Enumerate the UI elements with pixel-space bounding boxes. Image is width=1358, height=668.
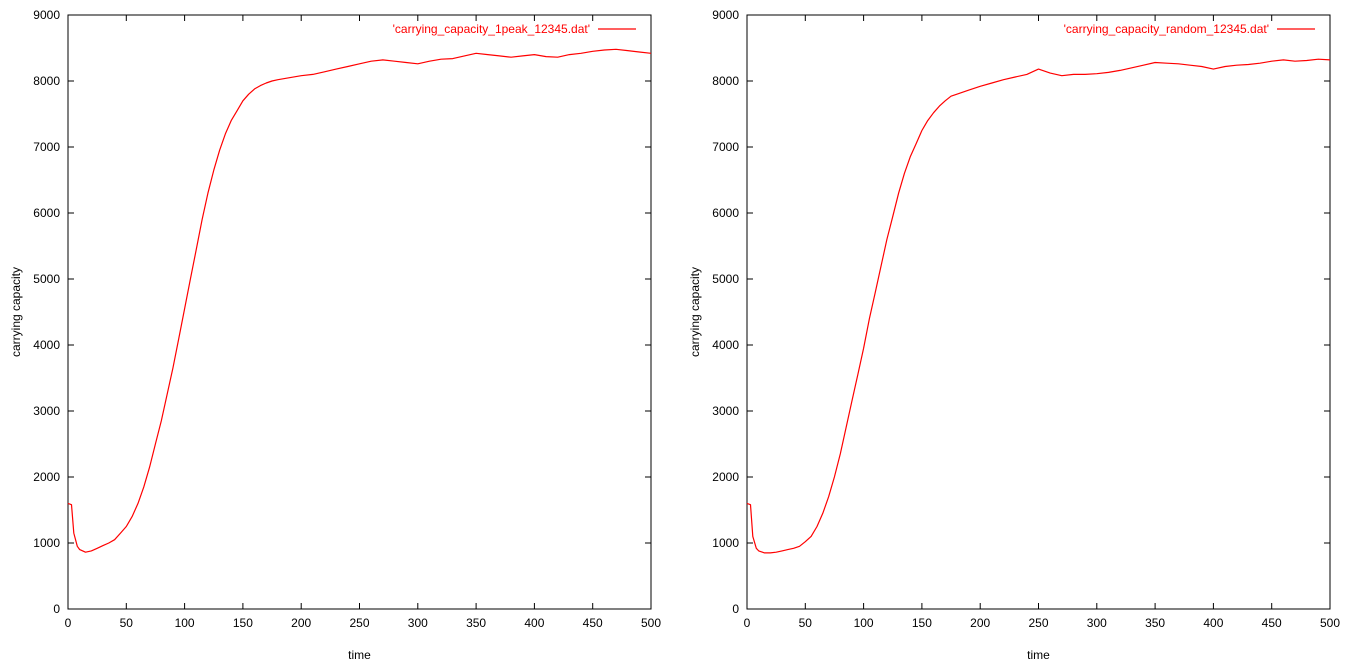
legend-label: 'carrying_capacity_1peak_12345.dat' xyxy=(393,22,590,36)
series-line-left xyxy=(67,48,652,553)
y-axis-label: carrying capacity xyxy=(9,267,23,357)
x-tick-label: 400 xyxy=(524,616,544,630)
y-tick-label: 6000 xyxy=(33,206,60,220)
y-tick-label: 8000 xyxy=(33,74,60,88)
x-tick-label: 400 xyxy=(1203,616,1223,630)
x-tick-label: 450 xyxy=(583,616,603,630)
chart-svg-left: 0 50 100 150 200 250 300 350 400 450 5000100020003… xyxy=(9,8,661,662)
x-tick-label: 250 xyxy=(1028,616,1048,630)
x-tick-label: 100 xyxy=(854,616,874,630)
x-tick-label: 150 xyxy=(233,616,253,630)
x-tick-label: 0 xyxy=(744,616,751,630)
x-tick-label: 350 xyxy=(1145,616,1165,630)
x-tick-label: 50 xyxy=(120,616,134,630)
y-tick-label: 9000 xyxy=(712,8,739,22)
x-tick-label: 200 xyxy=(970,616,990,630)
chart-svg-right: 0 50 100 150 200 250 300 350 400 450 5000100020003… xyxy=(688,8,1340,662)
x-tick-label: 0 xyxy=(65,616,72,630)
y-tick-label: 2000 xyxy=(33,470,60,484)
x-tick-label: 300 xyxy=(1087,616,1107,630)
y-tick-label: 5000 xyxy=(712,272,739,286)
x-tick-label: 200 xyxy=(291,616,311,630)
y-tick-label: 3000 xyxy=(712,404,739,418)
x-tick-label: 100 xyxy=(175,616,195,630)
x-tick-label: 500 xyxy=(641,616,661,630)
x-tick-label: 300 xyxy=(408,616,428,630)
y-tick-label: 9000 xyxy=(33,8,60,22)
y-tick-label: 1000 xyxy=(712,536,739,550)
legend-label: 'carrying_capacity_random_12345.dat' xyxy=(1064,22,1269,36)
y-tick-label: 5000 xyxy=(33,272,60,286)
series-line-right xyxy=(746,58,1331,554)
x-axis-label: time xyxy=(348,648,371,662)
y-tick-label: 6000 xyxy=(712,206,739,220)
x-axis-label: time xyxy=(1027,648,1050,662)
plot-frame xyxy=(746,14,1331,610)
y-tick-label: 2000 xyxy=(712,470,739,484)
y-tick-label: 7000 xyxy=(712,140,739,154)
x-tick-label: 250 xyxy=(349,616,369,630)
y-tick-label: 4000 xyxy=(33,338,60,352)
chart-panel-left: 0 50 100 150 200 250 300 350 400 450 500 0 1000 2000 3… xyxy=(9,8,661,662)
y-axis-label: carrying capacity xyxy=(688,267,702,357)
y-tick-label: 3000 xyxy=(33,404,60,418)
y-tick-label: 0 xyxy=(53,602,60,616)
x-tick-label: 50 xyxy=(799,616,813,630)
y-tick-label: 0 xyxy=(732,602,739,616)
y-tick-label: 4000 xyxy=(712,338,739,352)
x-tick-label: 450 xyxy=(1262,616,1282,630)
y-tick-label: 1000 xyxy=(33,536,60,550)
plot-frame xyxy=(67,14,652,610)
y-tick-label: 7000 xyxy=(33,140,60,154)
x-tick-label: 150 xyxy=(912,616,932,630)
y-tick-label: 8000 xyxy=(712,74,739,88)
chart-panel-right: 0 50 100 150 200 250 300 350 400 450 500 0 1000 2000 3… xyxy=(679,0,1358,668)
x-tick-label: 350 xyxy=(466,616,486,630)
x-tick-label: 500 xyxy=(1320,616,1340,630)
